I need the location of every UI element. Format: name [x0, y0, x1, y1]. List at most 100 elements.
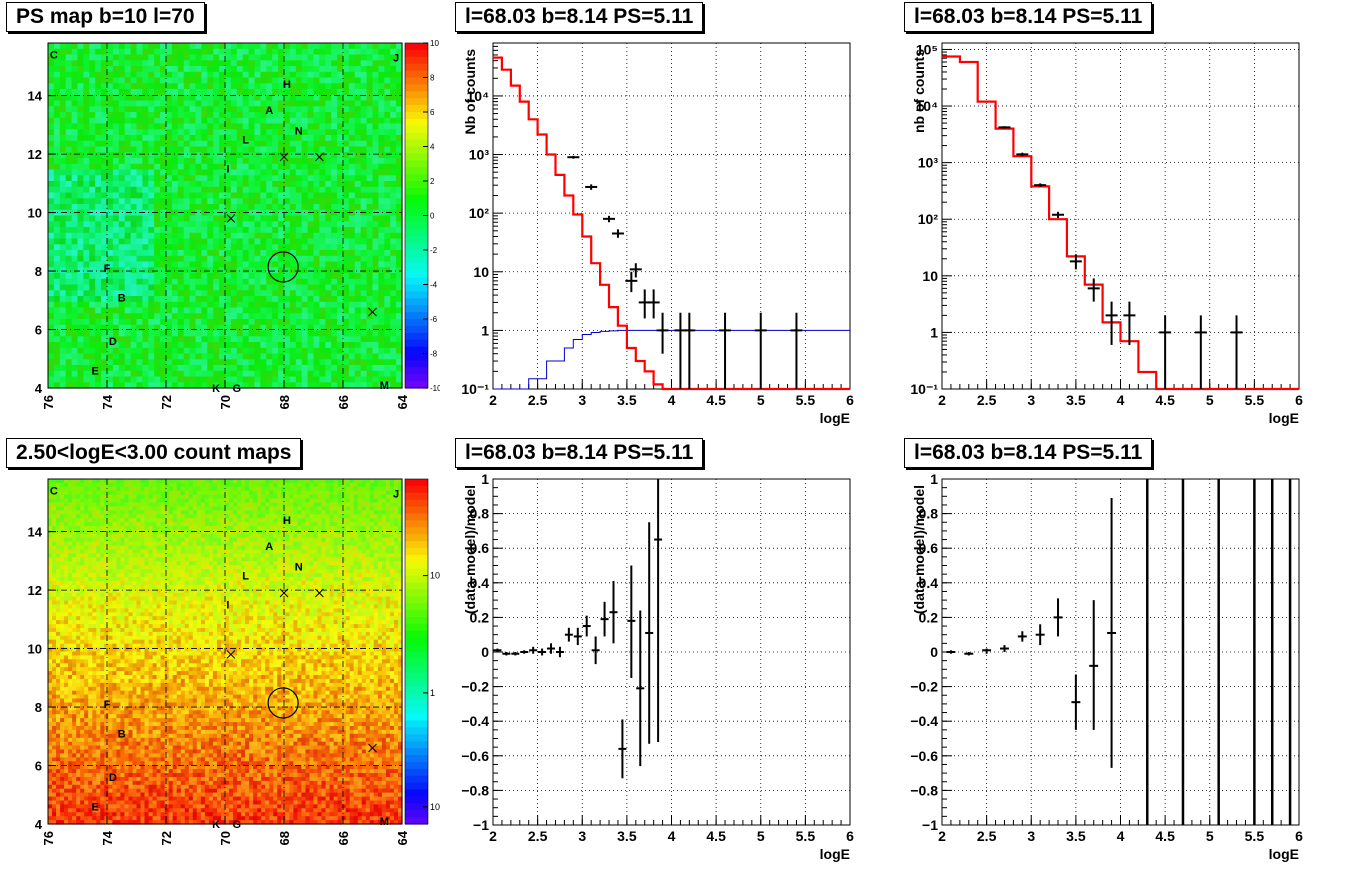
heatmap-cell	[201, 170, 208, 176]
heatmap-cell	[390, 135, 397, 141]
heatmap-cell	[296, 164, 303, 170]
heatmap-cell	[201, 175, 208, 181]
heatmap-cell	[72, 221, 79, 227]
heatmap-cell	[325, 290, 332, 296]
heatmap-cell	[325, 106, 332, 112]
heatmap-cell	[319, 365, 326, 371]
heatmap-cell	[64, 546, 69, 551]
heatmap-cell	[89, 262, 96, 268]
heatmap-cell	[142, 112, 149, 118]
heatmap-cell	[243, 89, 250, 95]
heatmap-cell	[72, 135, 79, 141]
heatmap-cell	[260, 256, 267, 262]
heatmap-cell	[131, 89, 138, 95]
heatmap-cell	[66, 359, 73, 365]
heatmap-cell	[64, 503, 69, 508]
heatmap-cell	[66, 170, 73, 176]
heatmap-cell	[390, 239, 397, 245]
heatmap-cell	[131, 198, 138, 204]
heatmap-cell	[142, 319, 149, 325]
heatmap-cell	[48, 135, 55, 141]
heatmap-cell	[80, 742, 85, 747]
heatmap-cell	[48, 518, 53, 523]
heatmap-cell	[76, 605, 81, 610]
heatmap-cell	[95, 181, 102, 187]
heatmap-cell	[131, 60, 138, 66]
heatmap-cell	[308, 106, 315, 112]
heatmap-cell	[367, 43, 374, 49]
heatmap-cell	[84, 675, 89, 680]
heatmap-cell	[260, 72, 267, 78]
heatmap-cell	[56, 479, 61, 484]
heatmap-cell	[142, 164, 149, 170]
heatmap-cell	[355, 279, 362, 285]
heatmap-cell	[113, 66, 120, 72]
heatmap-cell	[80, 561, 85, 566]
heatmap-cell	[284, 66, 291, 72]
heatmap-cell	[64, 757, 69, 762]
heatmap-cell	[72, 773, 77, 778]
heatmap-cell	[48, 569, 53, 574]
heatmap-cell	[178, 365, 185, 371]
heatmap-cell	[80, 479, 85, 484]
heatmap-cell	[213, 164, 220, 170]
heatmap-cell	[72, 577, 77, 582]
heatmap-cell	[266, 43, 273, 49]
heatmap-cell	[80, 565, 85, 570]
heatmap-cell	[201, 158, 208, 164]
heatmap-cell	[64, 695, 69, 700]
heatmap-cell	[84, 589, 89, 594]
heatmap-cell	[178, 359, 185, 365]
heatmap-cell	[72, 652, 77, 657]
heatmap-cell	[64, 773, 69, 778]
heatmap-cell	[390, 325, 397, 331]
heatmap-cell	[355, 342, 362, 348]
heatmap-cell	[266, 342, 273, 348]
heatmap-cell	[384, 135, 391, 141]
heatmap-cell	[178, 158, 185, 164]
heatmap-cell	[72, 152, 79, 158]
heatmap-cell	[60, 757, 65, 762]
heatmap-cell	[56, 608, 61, 613]
heatmap-cell	[166, 89, 173, 95]
heatmap-cell	[378, 83, 385, 89]
heatmap-cell	[390, 141, 397, 147]
colorbar-segment	[405, 167, 428, 175]
heatmap-cell	[213, 359, 220, 365]
heatmap-cell	[148, 49, 155, 55]
heatmap-cell	[225, 336, 232, 342]
heatmap-cell	[355, 296, 362, 302]
heatmap-cell	[284, 175, 291, 181]
heatmap-cell	[64, 652, 69, 657]
heatmap-cell	[325, 359, 332, 365]
heatmap-cell	[56, 628, 61, 633]
heatmap-cell	[308, 279, 315, 285]
heatmap-cell	[196, 60, 203, 66]
heatmap-cell	[225, 359, 232, 365]
heatmap-cell	[48, 296, 55, 302]
heatmap-cell	[367, 147, 374, 153]
heatmap-cell	[172, 66, 179, 72]
heatmap-cell	[184, 101, 191, 107]
heatmap-cell	[76, 636, 81, 641]
heatmap-cell	[231, 371, 238, 377]
heatmap-cell	[113, 279, 120, 285]
heatmap-cell	[184, 152, 191, 158]
heatmap-cell	[178, 198, 185, 204]
heatmap-cell	[84, 538, 89, 543]
heatmap-cell	[80, 554, 85, 559]
heatmap-cell	[319, 256, 326, 262]
heatmap-cell	[80, 761, 85, 766]
heatmap-cell	[137, 354, 144, 360]
heatmap-cell	[172, 129, 179, 135]
heatmap-cell	[343, 342, 350, 348]
heatmap-cell	[89, 181, 96, 187]
heatmap-cell	[48, 273, 55, 279]
heatmap-cell	[66, 78, 73, 84]
heatmap-cell	[52, 753, 57, 758]
heatmap-cell	[60, 565, 65, 570]
heatmap-cell	[125, 170, 132, 176]
heatmap-cell	[196, 279, 203, 285]
heatmap-cell	[196, 365, 203, 371]
heatmap-cell	[60, 285, 67, 291]
